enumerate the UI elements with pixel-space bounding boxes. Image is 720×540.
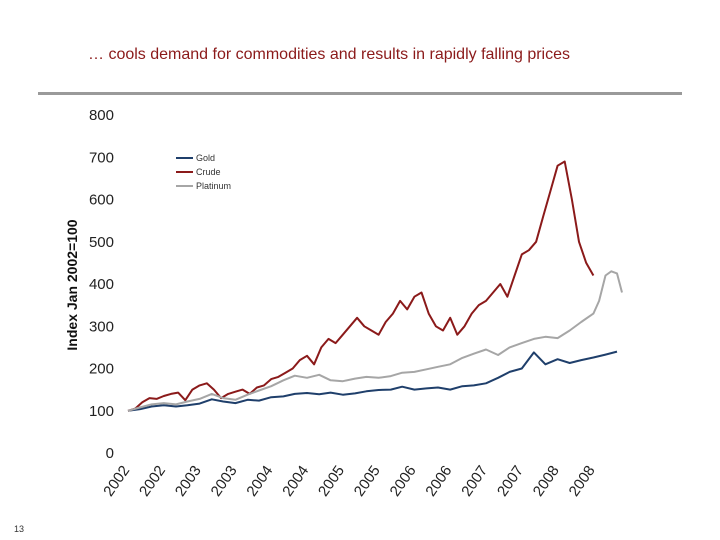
x-tick-label: 2008 [530, 463, 563, 500]
y-tick-label: 800 [89, 107, 114, 124]
y-tick-label: 200 [89, 361, 114, 378]
y-tick-label: 600 [89, 192, 114, 209]
y-tick-label: 400 [89, 276, 114, 293]
x-tick-label: 2006 [422, 463, 455, 500]
x-tick-label: 2005 [315, 463, 348, 500]
x-tick-labels: 2002 2002 2003 2003 2004 2004 2005 2005 2006 2006… [100, 463, 598, 500]
y-tick-label: 500 [89, 234, 114, 251]
x-tick-label: 2003 [208, 463, 241, 500]
y-tick-label: 700 [89, 149, 114, 166]
y-tick-labels: 0 100 200 300 400 500 600 700 800 [89, 107, 114, 462]
x-tick-label: 2005 [351, 463, 384, 500]
series-lines [127, 160, 623, 412]
series-line-crude [127, 160, 595, 412]
slide-title: … cools demand for commodities and resul… [88, 46, 570, 63]
x-tick-label: 2003 [172, 463, 205, 500]
legend-label-crude: Crude [196, 167, 221, 177]
series-line-platinum [127, 270, 623, 412]
y-tick-label: 0 [106, 445, 114, 462]
x-tick-label: 2007 [494, 463, 527, 500]
page-number: 13 [14, 524, 25, 534]
x-tick-label: 2004 [279, 463, 312, 500]
x-tick-label: 2002 [136, 463, 169, 500]
title-divider [38, 92, 682, 95]
legend-label-gold: Gold [196, 153, 215, 163]
y-tick-label: 300 [89, 318, 114, 335]
legend-label-platinum: Platinum [196, 181, 231, 191]
legend: Gold Crude Platinum [176, 153, 231, 191]
series-line-gold [127, 350, 618, 412]
x-tick-label: 2004 [243, 463, 276, 500]
x-tick-label: 2002 [100, 463, 133, 500]
x-tick-label: 2008 [566, 463, 599, 500]
x-tick-label: 2006 [387, 463, 420, 500]
x-tick-label: 2007 [458, 463, 491, 500]
y-axis-label: Index Jan 2002=100 [64, 219, 80, 350]
y-tick-label: 100 [89, 403, 114, 420]
